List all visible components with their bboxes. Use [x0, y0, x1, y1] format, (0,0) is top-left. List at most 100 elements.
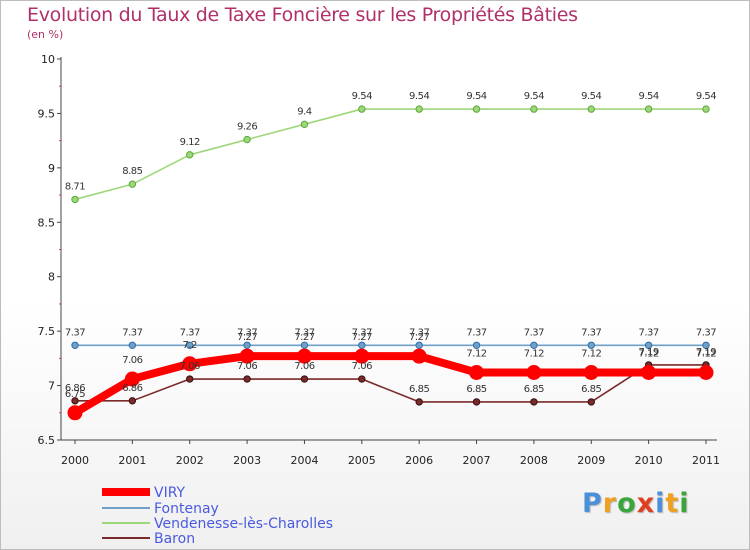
data-label: 7.37: [65, 327, 85, 338]
data-label: 9.26: [237, 122, 257, 133]
x-tick-label: 2011: [692, 454, 720, 467]
logo-letter: r: [602, 488, 618, 519]
data-label: 7.27: [294, 332, 314, 343]
series-point-1: [71, 341, 79, 349]
data-label: 7.37: [696, 327, 716, 338]
series-point-2: [587, 105, 595, 113]
series-point-0: [583, 365, 599, 381]
data-label: 7.37: [639, 327, 659, 338]
data-label: 9.54: [696, 91, 716, 102]
y-tick-label: 8.5: [38, 216, 56, 229]
series-point-0: [182, 356, 198, 372]
legend-entry: Baron: [154, 531, 195, 547]
logo-letter: i: [679, 488, 690, 519]
x-tick-label: 2002: [176, 454, 204, 467]
data-label: 7.06: [122, 355, 142, 366]
series-point-1: [243, 341, 251, 349]
series-point-2: [644, 105, 653, 113]
data-label: 8.85: [122, 166, 142, 177]
series-point-0: [698, 365, 714, 381]
x-tick-label: 2001: [118, 454, 146, 467]
chart-axes: 6.5 7 7.5 8 8.5 9 9.5 10 2000 2001 2002 2003 2004 200…: [38, 53, 721, 467]
data-label: 7.37: [466, 327, 486, 338]
logo-letter: t: [665, 488, 680, 519]
y-tick-label: 6.5: [38, 434, 56, 447]
legend-entry: Fontenay: [154, 501, 219, 517]
series-point-1: [472, 341, 481, 349]
data-label: 6.85: [581, 384, 601, 395]
logo-letter: x: [636, 488, 656, 519]
logo-letter: P: [582, 488, 603, 519]
series-point-0: [411, 348, 427, 364]
series-point-3: [186, 375, 194, 383]
series-point-3: [128, 397, 137, 405]
series-point-1: [300, 341, 309, 349]
series-point-0: [469, 365, 485, 381]
x-tick-label: 2006: [405, 454, 433, 467]
y-tick-label: 9.5: [38, 107, 56, 120]
chart-title: Evolution du Taux de Taxe Foncière sur l…: [27, 4, 578, 26]
series-point-2: [128, 180, 137, 188]
data-label: 6.86: [65, 383, 85, 394]
legend-entry: VIRY: [154, 485, 186, 501]
data-label: 7.12: [581, 349, 601, 360]
data-label: 6.85: [524, 384, 544, 395]
data-label: 7.19: [639, 347, 659, 358]
series-line-0: [71, 352, 710, 417]
y-tick-label: 7: [48, 380, 55, 393]
series-point-0: [124, 371, 140, 387]
x-tick-label: 2005: [348, 454, 376, 467]
legend-entry: Vendenesse-lès-Charolles: [154, 516, 333, 532]
series-point-2: [702, 105, 710, 113]
data-label: 6.86: [122, 383, 142, 394]
series-point-3: [71, 397, 79, 405]
data-label: 9.54: [581, 91, 601, 102]
series-point-2: [358, 105, 366, 113]
logo-letter: i: [655, 488, 666, 519]
series-point-0: [67, 405, 83, 421]
series-point-3: [358, 375, 366, 383]
data-label: 7.06: [294, 361, 314, 372]
data-label: 6.85: [409, 384, 429, 395]
data-label: 7.37: [352, 327, 372, 338]
data-label: 8.71: [65, 181, 85, 192]
series-point-3: [530, 398, 538, 406]
data-label: 7.19: [696, 347, 716, 358]
data-label: 7.06: [237, 361, 257, 372]
x-tick-label: 2010: [635, 454, 663, 467]
series-point-2: [472, 105, 481, 113]
series-point-1: [702, 341, 710, 349]
data-label: 7.12: [524, 349, 544, 360]
chart-subtitle: (en %): [27, 28, 64, 41]
data-label: 9.54: [466, 91, 486, 102]
series-point-0: [641, 365, 657, 381]
data-label: 7.27: [237, 332, 257, 343]
data-label: 9.54: [524, 91, 544, 102]
data-label: 7.37: [581, 327, 601, 338]
series-point-2: [243, 135, 251, 144]
data-label: 7.27: [352, 332, 372, 343]
series-point-1: [644, 341, 653, 349]
x-tick-label: 2007: [463, 454, 491, 467]
x-tick-label: 2003: [233, 454, 261, 467]
x-tick-label: 2004: [290, 454, 318, 467]
data-label: 7.12: [466, 349, 486, 360]
data-label: 7.06: [180, 361, 200, 372]
series-point-1: [358, 341, 366, 349]
series-point-3: [587, 398, 595, 406]
data-label: 7.37: [180, 327, 200, 338]
y-tick-label: 9: [48, 162, 55, 175]
series-point-0: [526, 365, 542, 381]
data-label: 7.2: [183, 340, 198, 351]
series-point-1: [530, 341, 538, 349]
data-label: 7.37: [122, 327, 142, 338]
y-tick-label: 10: [41, 53, 55, 66]
series-point-0: [296, 348, 312, 364]
series-point-1: [415, 341, 423, 349]
data-label: 9.54: [352, 91, 372, 102]
data-label: 7.37: [294, 327, 314, 338]
data-labels-layer: 6.757.067.27.27 7.27 7.27 7.277.12 7.12 7.12 7…: [65, 91, 717, 400]
data-label: 7.37: [409, 327, 429, 338]
data-label: 6.85: [466, 384, 486, 395]
